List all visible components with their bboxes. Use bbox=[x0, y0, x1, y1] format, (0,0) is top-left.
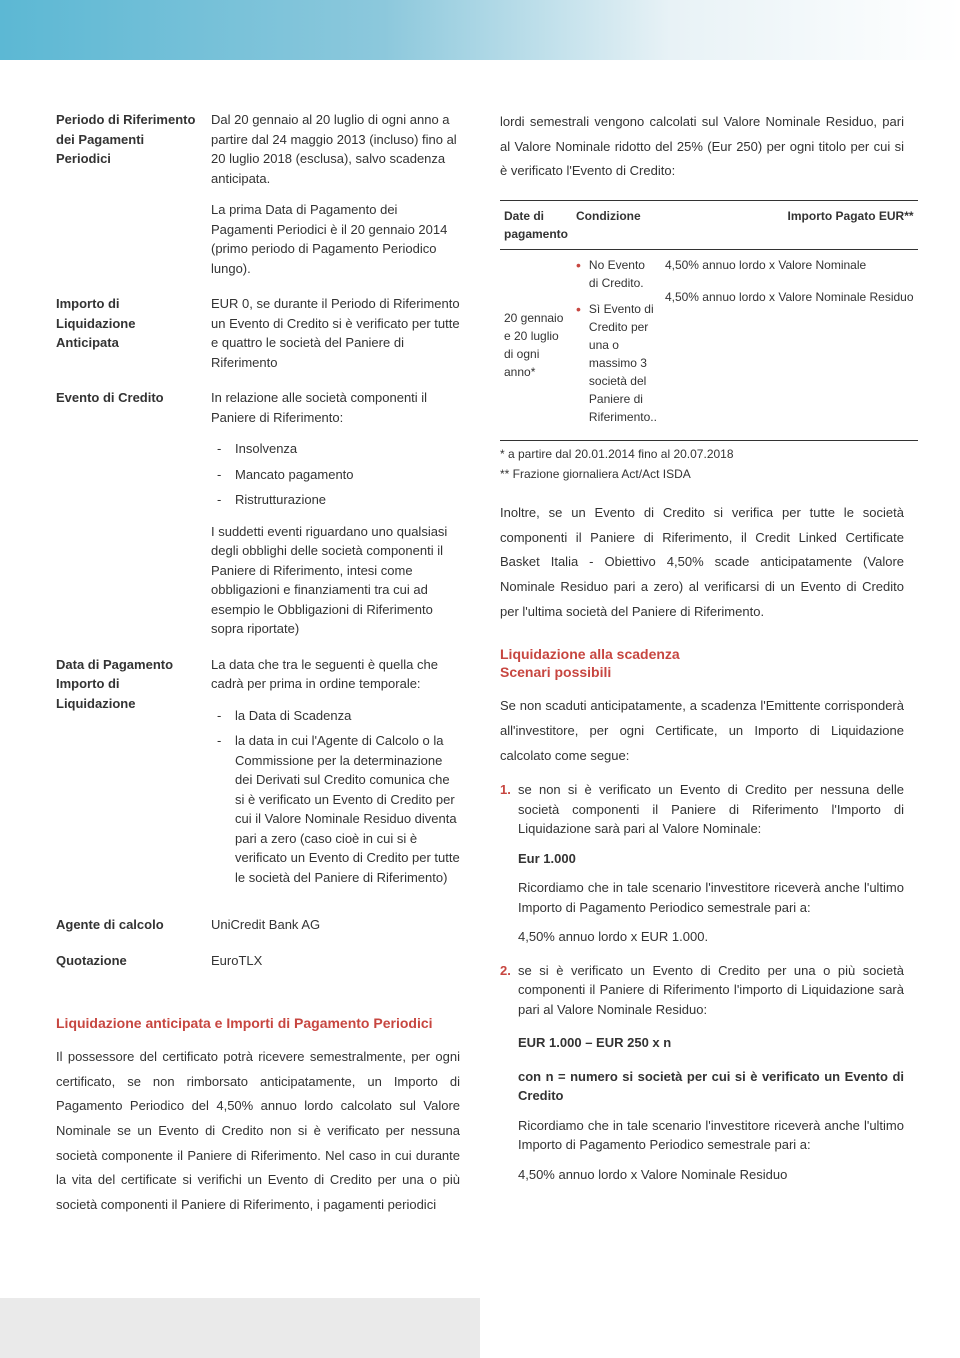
def-value: EUR 0, se durante il Periodo di Riferime… bbox=[211, 294, 460, 372]
def-row: Evento di Credito In relazione alle soci… bbox=[56, 388, 460, 639]
table-header: Importo Pagato EUR** bbox=[661, 201, 918, 250]
def-value: La data che tra le seguenti è quella che… bbox=[211, 655, 460, 900]
def-value: In relazione alle società componenti il … bbox=[211, 388, 460, 639]
amount-text: 4,50% annuo lordo x Valore Nominale Resi… bbox=[665, 288, 914, 306]
list-item: Mancato pagamento bbox=[211, 465, 460, 485]
table-header-row: Date di pagamento Condizione Importo Pag… bbox=[500, 201, 918, 250]
table-header: Date di pagamento bbox=[500, 201, 572, 250]
def-row: Periodo di Riferimento dei Pagamenti Per… bbox=[56, 110, 460, 278]
list-item: 1. se non si è verificato un Evento di C… bbox=[500, 780, 904, 947]
def-para: Dal 20 gennaio al 20 luglio di ogni anno… bbox=[211, 110, 460, 188]
scenario-text: Ricordiamo che in tale scenario l'invest… bbox=[518, 1116, 904, 1155]
payment-table: Date di pagamento Condizione Importo Pag… bbox=[500, 200, 918, 441]
def-row: Quotazione EuroTLX bbox=[56, 951, 460, 971]
table-cell: 20 gennaio e 20 luglio di ogni anno* bbox=[500, 250, 572, 441]
list-number: 2. bbox=[500, 961, 511, 981]
def-label: Agente di calcolo bbox=[56, 915, 211, 935]
bullet-icon: • bbox=[576, 300, 581, 426]
def-label: Data di Pagamento Importo di Liquidazion… bbox=[56, 655, 211, 900]
def-value: UniCredit Bank AG bbox=[211, 915, 460, 935]
table-cell: • No Evento di Credito. • Sì Evento di C… bbox=[572, 250, 661, 441]
list-item: la data in cui l'Agente di Calcolo o la … bbox=[211, 731, 460, 887]
footer-band bbox=[0, 1298, 480, 1358]
def-row: Agente di calcolo UniCredit Bank AG bbox=[56, 915, 460, 935]
list-number: 1. bbox=[500, 780, 511, 800]
list-item: Insolvenza bbox=[211, 439, 460, 459]
spacer bbox=[56, 986, 460, 1014]
section-heading: Liquidazione alla scadenza bbox=[500, 645, 904, 664]
def-label: Importo di Liquidazione Anticipata bbox=[56, 294, 211, 372]
bullet-icon: • bbox=[576, 256, 581, 292]
def-para: La data che tra le seguenti è quella che… bbox=[211, 655, 460, 694]
table-row: 20 gennaio e 20 luglio di ogni anno* • N… bbox=[500, 250, 918, 441]
def-para: EuroTLX bbox=[211, 951, 460, 971]
list-item: Ristrutturazione bbox=[211, 490, 460, 510]
def-para: UniCredit Bank AG bbox=[211, 915, 460, 935]
def-row: Data di Pagamento Importo di Liquidazion… bbox=[56, 655, 460, 900]
bullet-text: No Evento di Credito. bbox=[589, 256, 657, 292]
def-value: EuroTLX bbox=[211, 951, 460, 971]
body-paragraph: Se non scaduti anticipatamente, a scaden… bbox=[500, 694, 904, 768]
header-band bbox=[0, 0, 960, 60]
scenario-text: 4,50% annuo lordo x Valore Nominale Resi… bbox=[518, 1165, 904, 1185]
section-heading: Liquidazione anticipata e Importi di Pag… bbox=[56, 1014, 460, 1033]
def-label: Periodo di Riferimento dei Pagamenti Per… bbox=[56, 110, 211, 278]
def-para: I suddetti eventi riguardano uno qualsia… bbox=[211, 522, 460, 639]
def-para: La prima Data di Pagamento dei Pagamenti… bbox=[211, 200, 460, 278]
table-cell: 4,50% annuo lordo x Valore Nominale 4,50… bbox=[661, 250, 918, 441]
scenario-text: 4,50% annuo lordo x EUR 1.000. bbox=[518, 927, 904, 947]
content: Periodo di Riferimento dei Pagamenti Per… bbox=[0, 60, 960, 1218]
body-paragraph: Il possessore del certificato potrà rice… bbox=[56, 1045, 460, 1218]
def-label: Quotazione bbox=[56, 951, 211, 971]
bullet-item: • No Evento di Credito. bbox=[576, 256, 657, 292]
footnote: ** Frazione giornaliera Act/Act ISDA bbox=[500, 465, 904, 483]
section-heading: Scenari possibili bbox=[500, 663, 904, 682]
dash-list: la Data di Scadenza la data in cui l'Age… bbox=[211, 706, 460, 888]
scenario-text: se non si è verificato un Evento di Cred… bbox=[518, 780, 904, 839]
bullet-item: • Sì Evento di Credito per una o massimo… bbox=[576, 300, 657, 426]
def-label: Evento di Credito bbox=[56, 388, 211, 639]
def-row: Importo di Liquidazione Anticipata EUR 0… bbox=[56, 294, 460, 372]
page: Periodo di Riferimento dei Pagamenti Per… bbox=[0, 0, 960, 1358]
scenario-text: Ricordiamo che in tale scenario l'invest… bbox=[518, 878, 904, 917]
table-header: Condizione bbox=[572, 201, 661, 250]
bullet-text: Sì Evento di Credito per una o massimo 3… bbox=[589, 300, 657, 426]
scenario-text: con n = numero si società per cui si è v… bbox=[518, 1067, 904, 1106]
def-para: In relazione alle società componenti il … bbox=[211, 388, 460, 427]
dash-list: Insolvenza Mancato pagamento Ristruttura… bbox=[211, 439, 460, 510]
scenario-text: se si è verificato un Evento di Credito … bbox=[518, 961, 904, 1020]
def-para: EUR 0, se durante il Periodo di Riferime… bbox=[211, 294, 460, 372]
list-item: la Data di Scadenza bbox=[211, 706, 460, 726]
amount-text: 4,50% annuo lordo x Valore Nominale bbox=[665, 256, 914, 274]
scenario-list: 1. se non si è verificato un Evento di C… bbox=[500, 780, 904, 1184]
body-paragraph: lordi semestrali vengono calcolati sul V… bbox=[500, 110, 904, 184]
list-item: 2. se si è verificato un Evento di Credi… bbox=[500, 961, 904, 1185]
body-paragraph: Inoltre, se un Evento di Credito si veri… bbox=[500, 501, 904, 624]
scenario-amount: EUR 1.000 – EUR 250 x n bbox=[518, 1033, 904, 1053]
scenario-amount: Eur 1.000 bbox=[518, 849, 904, 869]
def-value: Dal 20 gennaio al 20 luglio di ogni anno… bbox=[211, 110, 460, 278]
right-column: lordi semestrali vengono calcolati sul V… bbox=[500, 110, 904, 1218]
left-column: Periodo di Riferimento dei Pagamenti Per… bbox=[56, 110, 460, 1218]
footnote: * a partire dal 20.01.2014 fino al 20.07… bbox=[500, 445, 904, 463]
